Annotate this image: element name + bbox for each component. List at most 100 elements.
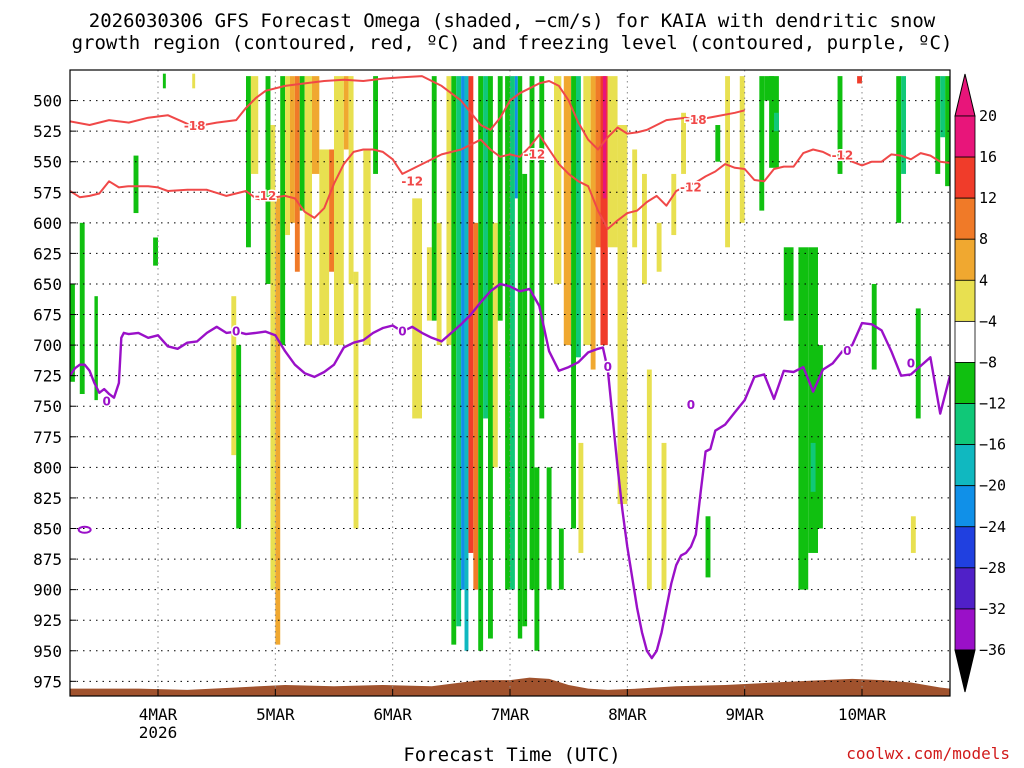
contour-label-9: 0: [398, 325, 406, 339]
x-tick-label-9MAR: 9MAR: [725, 705, 764, 724]
omega-shade-20: [312, 76, 320, 174]
omega-shade-69: [646, 369, 652, 590]
omega-shade-0: [70, 283, 75, 382]
omega-shade-42: [488, 76, 493, 639]
omega-shade-96: [857, 76, 862, 84]
y-tick-label-650: 650: [33, 275, 62, 294]
omega-shade-71: [661, 442, 667, 590]
omega-shade-48: [517, 76, 523, 639]
omega-shade-1: [79, 222, 85, 395]
y-tick-label-925: 925: [33, 611, 62, 630]
omega-shade-85: [810, 442, 816, 492]
x-tick-label-6MAR: 6MAR: [373, 705, 412, 724]
omega-shade-13: [275, 198, 281, 645]
omega-shade-72: [671, 173, 677, 236]
omega-shade-36: [461, 76, 465, 590]
colorbar-label-0: 20: [979, 107, 997, 125]
colorbar-top-arrow: [954, 73, 976, 117]
colorbar-label-5: −4: [979, 312, 997, 330]
colorbar-label-4: 4: [979, 271, 988, 289]
omega-shade-14: [280, 76, 286, 346]
omega-shade-5: [162, 73, 166, 89]
omega-shade-3: [133, 155, 139, 214]
colorbar-segment-2: [954, 197, 976, 240]
colorbar-segment-8: [954, 444, 976, 487]
omega-shade-9: [246, 76, 251, 248]
omega-shade-24: [343, 76, 349, 150]
omega-shade-28: [373, 76, 378, 174]
omega-shade-68: [642, 173, 647, 284]
omega-shade-37: [464, 76, 469, 651]
x-tick-sublabel-4MAR: 2026: [139, 723, 178, 742]
omega-shade-87: [837, 76, 843, 174]
omega-shade-70: [656, 222, 662, 272]
omega-shade-67: [632, 149, 638, 248]
omega-shade-82: [783, 247, 794, 321]
omega-shade-64: [602, 76, 607, 199]
omega-shade-30: [426, 247, 432, 321]
omega-shade-4: [153, 237, 158, 266]
colorbar-segment-9: [954, 485, 976, 528]
omega-shade-75: [715, 125, 721, 162]
omega-shade-66: [617, 125, 628, 505]
y-tick-label-575: 575: [33, 183, 62, 202]
omega-shade-44: [497, 76, 503, 321]
chart-title-line-1: 2026030306 GFS Forecast Omega (shaded, −…: [88, 10, 936, 32]
omega-shade-45: [505, 76, 510, 590]
contour-label-0: -18: [184, 119, 206, 133]
omega-shade-86: [818, 345, 823, 529]
omega-shade-46: [510, 76, 515, 590]
omega-shade-41: [483, 76, 488, 419]
contour-label-10: 0: [604, 360, 612, 374]
contour-label-13: 0: [907, 356, 915, 370]
omega-shade-31: [431, 76, 437, 321]
omega-shade-94: [940, 76, 946, 138]
contour-label-11: 0: [687, 398, 695, 412]
omega-shade-73: [681, 112, 686, 174]
omega-shade-65: [607, 76, 618, 248]
omega-shade-19: [304, 76, 312, 346]
omega-shade-50: [529, 76, 535, 590]
omega-shade-22: [329, 149, 334, 272]
omega-shade-32: [436, 222, 442, 346]
colorbar-label-13: −36: [979, 641, 1006, 659]
omega-shade-40: [478, 76, 484, 651]
omega-shade-52: [539, 76, 545, 419]
omega-shade-39: [473, 222, 479, 590]
y-tick-label-975: 975: [33, 672, 62, 691]
contour-label-7: 0: [102, 394, 110, 408]
y-tick-label-550: 550: [33, 153, 62, 172]
omega-shade-15: [285, 76, 290, 236]
omega-shade-77: [739, 76, 745, 223]
contour-label-2: -12: [401, 174, 423, 188]
x-tick-label-4MAR: 4MAR: [139, 705, 178, 724]
x-tick-label-7MAR: 7MAR: [491, 705, 530, 724]
omega-shade-84: [808, 247, 818, 553]
y-tick-label-525: 525: [33, 122, 62, 141]
omega-shade-11: [265, 76, 271, 284]
omega-shade-60: [583, 76, 591, 346]
colorbar-segment-5: [954, 320, 976, 363]
contour-label-3: -12: [524, 147, 546, 161]
omega-shade-90: [901, 76, 906, 174]
omega-shade-93: [935, 76, 941, 174]
freezing-level-closed-contour: [77, 525, 92, 534]
x-tick-label-5MAR: 5MAR: [256, 705, 295, 724]
omega-shade-54: [554, 76, 562, 284]
y-tick-label-775: 775: [33, 428, 62, 447]
y-tick-label-675: 675: [33, 306, 62, 325]
omega-shade-26: [353, 271, 359, 529]
colorbar-label-12: −32: [979, 600, 1006, 618]
omega-shade-83: [798, 247, 809, 590]
omega-shade-53: [546, 467, 552, 590]
y-axis: 500 525 550 575 600 625 650 675 700 725 750 775 800 8…: [33, 92, 76, 691]
omega-shade-57: [571, 76, 576, 529]
omega-shade-27: [363, 149, 371, 346]
omega-shade-18: [299, 76, 305, 211]
y-tick-label-950: 950: [33, 642, 62, 661]
x-tick-label-10MAR: 10MAR: [838, 705, 887, 724]
colorbar-label-9: −20: [979, 477, 1006, 495]
x-tick-label-8MAR: 8MAR: [608, 705, 647, 724]
